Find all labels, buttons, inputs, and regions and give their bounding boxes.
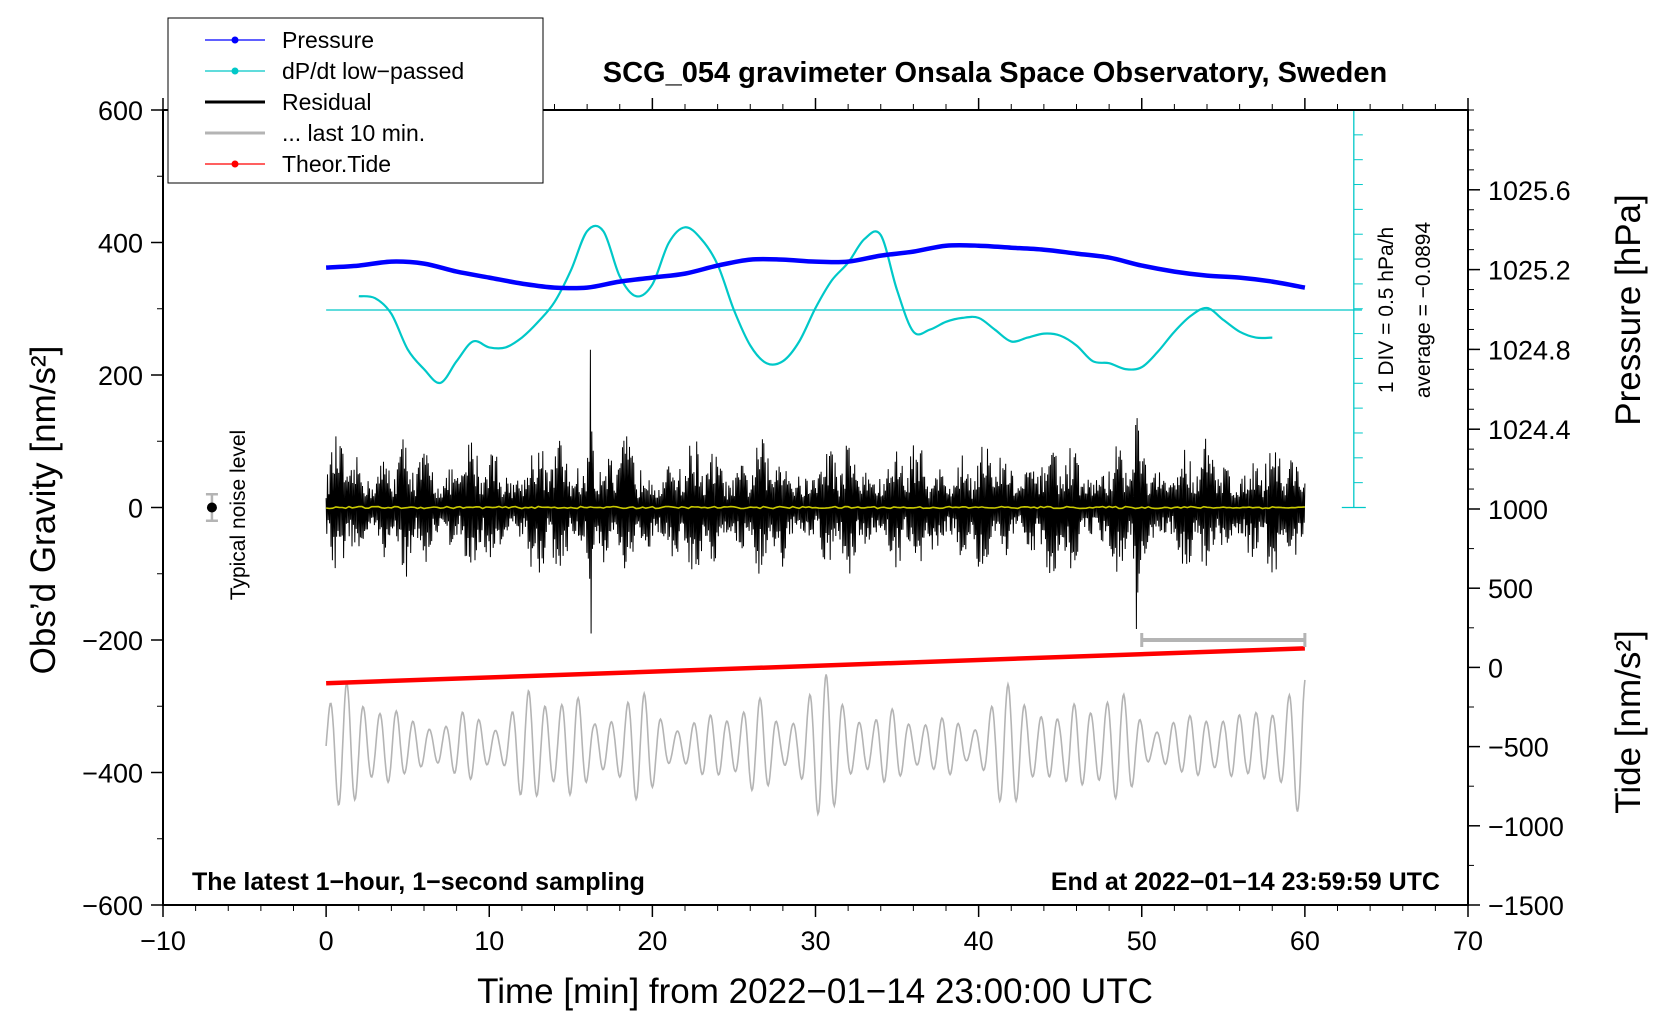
x-tick-label: 70 — [1453, 926, 1483, 956]
y-tide-tick-label: 0 — [1488, 653, 1503, 683]
y-left-tick-label: 0 — [128, 494, 143, 524]
legend-item-1-marker — [231, 36, 239, 44]
series-pressure-line — [325, 242, 1306, 291]
y-tide-tick-label: 1000 — [1488, 495, 1548, 525]
y-left-tick-label: 600 — [98, 96, 143, 126]
last10-layer — [325, 674, 1306, 817]
y-pressure-tick-label: 1025.6 — [1488, 176, 1571, 206]
text-layer: −10 0 10 20 30 40 50 60 70 −600 −400 −200 0 200 400 600… — [24, 57, 1648, 1011]
legend-layer: Pressure dP/dt low−passed Residual ... last… — [167, 17, 544, 184]
y-left-tick-label: −200 — [82, 626, 143, 656]
series-layer — [205, 109, 1366, 686]
y-left-tick-label: −600 — [82, 891, 143, 921]
x-tick-label: 50 — [1127, 926, 1157, 956]
y-left-axis-label: Obs’d Gravity [nm/s²] — [24, 346, 63, 675]
x-tick-label: 10 — [474, 926, 504, 956]
dpdt-scale-label: 1 DIV = 0.5 hPa/h — [1375, 227, 1398, 393]
legend-item-2-label: dP/dt low−passed — [282, 58, 464, 84]
x-tick-label: 60 — [1290, 926, 1320, 956]
y-tide-tick-label: −500 — [1488, 733, 1549, 763]
y-tide-tick-label: 500 — [1488, 574, 1533, 604]
noise-marker — [206, 502, 217, 513]
y-left-tick-label: 400 — [98, 229, 143, 259]
series-residual-line — [325, 349, 1306, 634]
series-dpdt-line — [358, 224, 1273, 385]
x-tick-label: 20 — [637, 926, 667, 956]
y-pressure-tick-label: 1025.2 — [1488, 256, 1571, 286]
legend-item-3-label: Residual — [282, 89, 372, 115]
legend-item-5-label: Theor.Tide — [282, 151, 391, 177]
series-residual-smoothed-line — [325, 505, 1305, 510]
x-tick-label: −10 — [140, 926, 186, 956]
x-axis-label: Time [min] from 2022−01−14 23:00:00 UTC — [477, 972, 1153, 1011]
frame-layer — [151, 98, 1480, 917]
legend-item-1-label: Pressure — [282, 27, 374, 53]
noise-level-label: Typical noise level — [227, 430, 250, 600]
y-tide-tick-label: −1000 — [1488, 812, 1564, 842]
series-tide-line — [326, 646, 1305, 686]
y-pressure-tick-label: 1024.4 — [1488, 415, 1571, 445]
y-left-tick-label: −400 — [82, 759, 143, 789]
y-tide-axis-label: Tide [nm/s²] — [1609, 630, 1648, 813]
legend-item-2-marker — [231, 67, 239, 75]
legend-item-4-label: ... last 10 min. — [282, 120, 425, 146]
chart-title: SCG_054 gravimeter Onsala Space Observat… — [603, 57, 1387, 89]
y-left-tick-label: 200 — [98, 361, 143, 391]
x-tick-label: 40 — [964, 926, 994, 956]
y-pressure-tick-label: 1024.8 — [1488, 335, 1571, 365]
dpdt-average-label: average = −0.0894 — [1412, 222, 1435, 399]
y-pressure-axis-label: Pressure [hPa] — [1609, 194, 1648, 426]
legend-item-5-marker — [231, 160, 239, 168]
x-tick-label: 30 — [800, 926, 830, 956]
annotation-bottom-right: End at 2022−01−14 23:59:59 UTC — [1051, 868, 1440, 896]
series-last10-line — [325, 674, 1306, 817]
residual-layer — [325, 349, 1306, 634]
y-tide-tick-label: −1500 — [1488, 891, 1564, 921]
annotation-bottom-left: The latest 1−hour, 1−second sampling — [192, 868, 645, 896]
x-tick-label: 0 — [319, 926, 334, 956]
